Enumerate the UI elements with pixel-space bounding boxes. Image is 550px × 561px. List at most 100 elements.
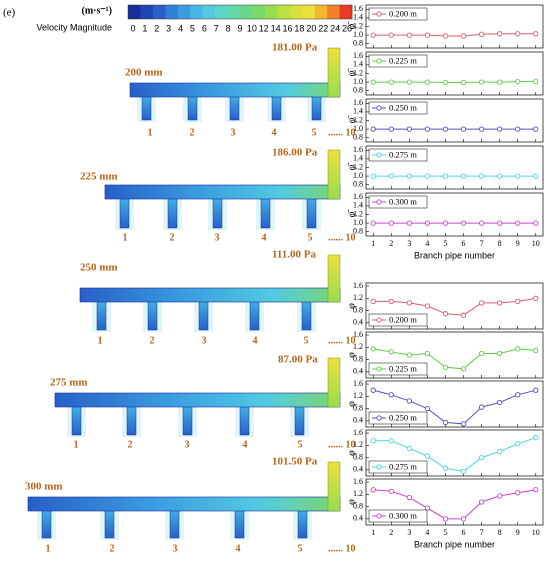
x-tick-label: 2: [389, 239, 393, 248]
colorbar-tick-label: 18: [294, 23, 304, 33]
series-line: [373, 489, 536, 520]
legend-label: 0.250 m: [389, 102, 417, 112]
y-tick-label: 1.6: [353, 4, 363, 13]
branch-number: 5: [298, 543, 303, 554]
y-axis-label: φ: [346, 499, 357, 505]
branch-pipe: [301, 297, 312, 331]
branch-number: 2: [150, 335, 155, 346]
colorbar-cell: [227, 5, 241, 19]
series-marker: [370, 32, 376, 38]
y-tick-label: 1.0: [353, 77, 363, 86]
legend-label: 0.300 m: [389, 510, 417, 520]
legend-box: [368, 460, 428, 474]
branch-pipe: [41, 506, 52, 539]
branch-number: 5: [312, 127, 317, 138]
pressure-label: 101.50 Pa: [272, 456, 318, 468]
pressure-label: 181.00 Pa: [272, 42, 318, 54]
y-tick-label: 1.4: [353, 154, 363, 163]
branch-number: ...... 10: [328, 335, 356, 346]
series-marker: [533, 347, 539, 354]
branch-number: 2: [190, 127, 195, 138]
y-axis-label: φ̄: [346, 68, 357, 77]
legend-label: 0.200 m: [389, 314, 417, 324]
branch-pipe: [147, 297, 158, 331]
series-marker: [515, 490, 521, 496]
series-marker: [442, 311, 449, 317]
pipe-width-label: 275 mm: [50, 377, 88, 389]
legend-label: 0.300 m: [389, 196, 417, 206]
series-marker: [442, 419, 449, 426]
pressure-label: 186.00 Pa: [272, 147, 318, 159]
y-tick-label: 1.2: [353, 21, 363, 30]
legend-box: [368, 7, 428, 21]
branch-pipe: [167, 194, 178, 229]
y-tick-label: 1.4: [353, 60, 363, 69]
legend-box: [368, 195, 428, 209]
branch-number: 3: [173, 543, 178, 554]
series-line: [373, 297, 536, 316]
series-marker: [442, 465, 449, 471]
y-tick-label: 1.0: [353, 218, 363, 227]
y-axis-label: φ̄: [346, 162, 357, 171]
series-marker: [460, 468, 467, 475]
x-tick-label: 1: [371, 239, 375, 248]
series-marker: [442, 516, 449, 522]
series-marker: [406, 32, 412, 38]
legend-marker: [376, 464, 382, 470]
colorbar-tick-label: 3: [166, 23, 171, 33]
branch-number: 4: [243, 439, 248, 450]
pressure-label: 111.00 Pa: [272, 249, 317, 261]
series-marker: [460, 421, 467, 427]
colorbar-tick-label: 4: [178, 23, 183, 33]
main-pipe: [54, 392, 341, 408]
series-marker: [370, 220, 376, 226]
series-marker: [497, 173, 503, 179]
series-marker: [370, 346, 376, 352]
colorbar-unit: (m·s⁻¹): [82, 5, 113, 16]
x-tick-label: 10: [532, 528, 540, 537]
legend-marker: [376, 152, 382, 158]
branch-pipe: [260, 194, 271, 229]
series-marker: [460, 79, 467, 86]
series-line: [373, 348, 536, 370]
series-marker: [406, 79, 412, 85]
branch-pipe: [182, 402, 193, 436]
colorbar-cell: [177, 5, 191, 19]
legend-marker: [376, 199, 382, 205]
series-marker: [424, 32, 431, 38]
x-tick-label: 6: [462, 239, 466, 248]
colorbar-cell: [277, 5, 291, 19]
legend-box: [368, 148, 428, 162]
series-marker: [388, 220, 394, 226]
legend-box: [368, 101, 428, 115]
series-marker: [533, 435, 539, 441]
y-tick-label: 0.8: [353, 133, 363, 142]
outlet-pipe: [327, 461, 341, 512]
series-marker: [533, 295, 539, 301]
y-tick-label: 1.6: [353, 477, 363, 486]
series-marker: [388, 349, 394, 355]
series-marker: [460, 126, 467, 132]
branch-number: 3: [185, 439, 190, 450]
colorbar-tick-label: 16: [283, 23, 293, 33]
colorbar-cell: [314, 5, 328, 19]
branch-number: 1: [46, 543, 51, 554]
series-marker: [370, 438, 376, 444]
branch-number: 1: [148, 127, 153, 138]
outlet-pipe: [327, 47, 341, 98]
series-marker: [442, 364, 449, 370]
branch-number: 1: [123, 232, 128, 243]
legend-label: 0.275 m: [389, 149, 417, 159]
series-marker: [533, 31, 539, 37]
series-line: [373, 389, 536, 425]
series-marker: [460, 516, 467, 522]
y-axis-label: φ̄: [346, 209, 357, 218]
branch-number: 2: [170, 232, 175, 243]
legend-box: [368, 411, 428, 425]
series-marker: [533, 220, 539, 226]
main-pipe: [104, 184, 341, 200]
colorbar-cell: [252, 5, 266, 19]
x-tick-label: 1: [371, 528, 375, 537]
y-tick-label: 1.2: [353, 209, 363, 218]
branch-number: 1: [98, 335, 103, 346]
